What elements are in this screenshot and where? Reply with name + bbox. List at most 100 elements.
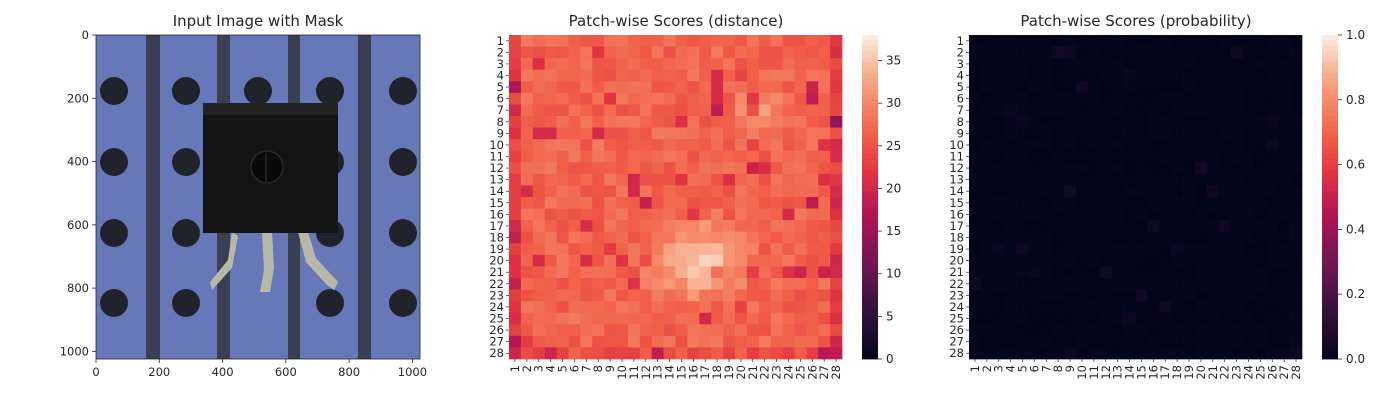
- heatmap-cell: [651, 116, 664, 128]
- heatmap-cell: [830, 347, 843, 360]
- row-tick-label: 19: [489, 242, 504, 256]
- heatmap-cell: [1135, 46, 1148, 59]
- heatmap-cell: [1266, 301, 1279, 314]
- heatmap-cell: [782, 231, 795, 244]
- heatmap-cell: [687, 46, 700, 59]
- column-tick-label: 16: [686, 365, 700, 380]
- row-tick-label: 22: [949, 277, 964, 291]
- heatmap-cell: [1194, 324, 1208, 337]
- heatmap-cell: [592, 266, 605, 279]
- heatmap-cell: [1004, 116, 1017, 128]
- heatmap-cell: [1242, 335, 1255, 348]
- heatmap-cell: [1159, 254, 1172, 267]
- heatmap-cell: [1076, 127, 1089, 140]
- heatmap-cell: [1016, 46, 1029, 59]
- heatmap-cell: [746, 139, 760, 152]
- colorbar-tick-label: 0.6: [1346, 158, 1365, 172]
- heatmap-cell: [830, 266, 843, 279]
- heatmap-cell: [818, 150, 831, 163]
- heatmap-cell: [687, 127, 700, 140]
- heatmap-cell: [1004, 104, 1017, 117]
- heatmap-cell: [580, 58, 593, 71]
- heatmap-cell: [1230, 254, 1243, 267]
- heatmap-cell: [616, 81, 629, 94]
- heatmap-cell: [1087, 116, 1101, 128]
- heatmap-cell: [556, 278, 569, 290]
- heatmap-cell: [1135, 324, 1148, 337]
- row-tick-label: 4: [497, 69, 504, 83]
- row-tick-label: 13: [489, 173, 504, 187]
- heatmap-cell: [1111, 81, 1124, 94]
- heatmap-cell: [520, 139, 534, 152]
- heatmap-cell: [699, 254, 712, 267]
- heatmap-cell: [818, 46, 831, 59]
- heatmap-cell: [1206, 266, 1220, 279]
- heatmap-cell: [1230, 289, 1243, 302]
- heatmap-cell: [568, 278, 581, 290]
- heatmap-cell: [509, 162, 522, 175]
- heatmap-cell: [980, 301, 994, 314]
- heatmap-cell: [1076, 243, 1089, 256]
- heatmap-cell: [1266, 243, 1279, 256]
- heatmap-cell: [580, 35, 593, 47]
- heatmap-cell: [520, 92, 534, 105]
- heatmap-cell: [746, 254, 760, 267]
- heatmap-cell: [980, 81, 994, 94]
- heatmap-cell: [830, 185, 843, 198]
- heatmap-cell: [639, 266, 653, 279]
- column-tick-label: 3: [992, 365, 1006, 372]
- heatmap-cell: [1087, 139, 1101, 152]
- heatmap-cell: [770, 220, 783, 233]
- heatmap-cell: [1206, 301, 1220, 314]
- heatmap-cell: [532, 69, 546, 82]
- heatmap-cell: [1194, 104, 1208, 117]
- heatmap-cell: [1290, 162, 1303, 175]
- heatmap-cell: [1064, 185, 1077, 198]
- heatmap-cell: [794, 301, 807, 314]
- heatmap-cell: [992, 220, 1006, 233]
- heatmap-cell: [782, 324, 795, 337]
- heatmap-cell: [806, 58, 819, 71]
- heatmap-cell: [734, 69, 748, 82]
- heatmap-cell: [1028, 127, 1041, 140]
- heatmap-cell: [782, 58, 795, 71]
- heatmap-cell: [532, 104, 546, 117]
- heatmap-cell: [723, 185, 736, 198]
- heatmap-cell: [992, 81, 1006, 94]
- heatmap-cell: [1183, 220, 1196, 233]
- heatmap-cell: [1206, 324, 1220, 337]
- heatmap-cell: [1242, 116, 1255, 128]
- heatmap-cell: [687, 231, 700, 244]
- heatmap-cell: [1028, 301, 1041, 314]
- heatmap-cell: [675, 127, 688, 140]
- heatmap-cell: [1111, 312, 1124, 325]
- heatmap-cell: [723, 162, 736, 175]
- heatmap-cell: [1087, 231, 1101, 244]
- row-tick-label: 7: [497, 103, 504, 117]
- heatmap-cell: [1087, 324, 1101, 337]
- column-tick-label: 3: [532, 365, 546, 372]
- heatmap-cell: [1147, 92, 1160, 105]
- heatmap-cell: [1040, 162, 1053, 175]
- heatmap-cell: [1171, 69, 1184, 82]
- panel-2-title: Patch-wise Scores (distance): [569, 12, 784, 30]
- heatmap-cell: [627, 208, 641, 221]
- input-image: [96, 35, 420, 359]
- heatmap-cell: [1028, 173, 1041, 186]
- heatmap-cell: [699, 301, 712, 314]
- column-tick-label: 24: [1241, 365, 1255, 380]
- heatmap-cell: [627, 46, 641, 59]
- heatmap-cell: [580, 347, 593, 360]
- heatmap-cell: [663, 150, 676, 163]
- heatmap-cell: [1278, 197, 1291, 209]
- x-axis-ticks: 0 200 400 600 800 1000: [92, 359, 427, 379]
- heatmap-cell: [663, 104, 676, 117]
- heatmap-cell: [1171, 162, 1184, 175]
- heatmap-cell: [699, 278, 712, 290]
- heatmap-cell: [1230, 69, 1243, 82]
- heatmap-cell: [770, 324, 783, 337]
- heatmap-cell: [1076, 35, 1089, 47]
- heatmap-cell: [1076, 278, 1089, 290]
- heatmap-cell: [1087, 289, 1101, 302]
- heatmap-cell: [746, 208, 760, 221]
